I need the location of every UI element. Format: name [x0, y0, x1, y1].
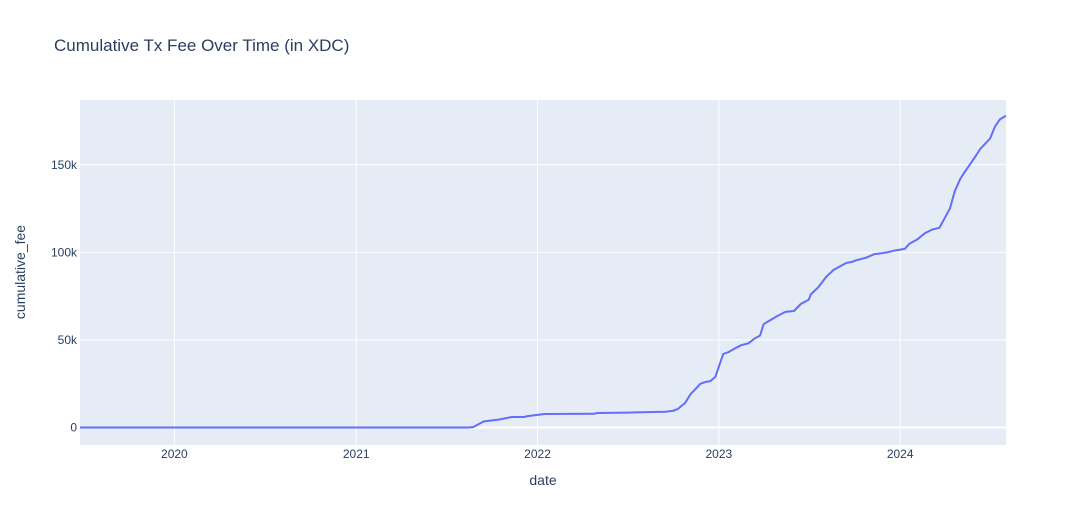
- y-axis-ticks: 0 50k 100k 150k: [51, 158, 78, 435]
- y-tick-label: 100k: [51, 245, 78, 259]
- x-tick-label: 2020: [161, 447, 188, 461]
- y-tick-label: 50k: [58, 333, 78, 347]
- x-tick-label: 2021: [343, 447, 370, 461]
- x-tick-label: 2024: [887, 447, 914, 461]
- y-tick-label: 0: [70, 420, 77, 434]
- plot-area: [80, 100, 1006, 445]
- series-layer: [80, 114, 1007, 429]
- chart-title: Cumulative Tx Fee Over Time (in XDC): [54, 36, 349, 55]
- x-axis-ticks: 2020 2021 2022 2023 2024: [161, 447, 914, 461]
- x-axis-label: date: [529, 472, 556, 488]
- gridlines: [80, 100, 1006, 445]
- series-line: [80, 114, 1007, 429]
- y-tick-label: 150k: [51, 158, 78, 172]
- x-tick-label: 2022: [524, 447, 551, 461]
- x-tick-label: 2023: [706, 447, 733, 461]
- y-axis-label: cumulative_fee: [12, 225, 28, 319]
